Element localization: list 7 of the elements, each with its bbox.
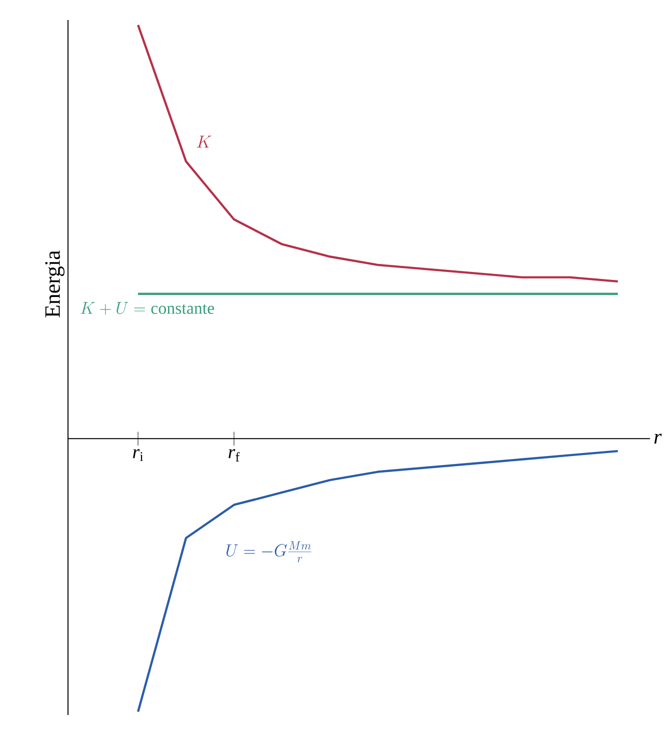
- annotation: $K + U = \mathrm{constante}$: [80, 302, 214, 315]
- x-axis-title: r: [654, 434, 662, 444]
- x-tick-label: r$_{i}$: [133, 449, 144, 461]
- annotation: $U = -G\frac{Mm}{r}$: [226, 541, 312, 562]
- x-tick-label: r$_{f}$: [228, 449, 240, 462]
- y-axis-title: Energia: [45, 250, 64, 318]
- annotation: $K$: [197, 136, 212, 148]
